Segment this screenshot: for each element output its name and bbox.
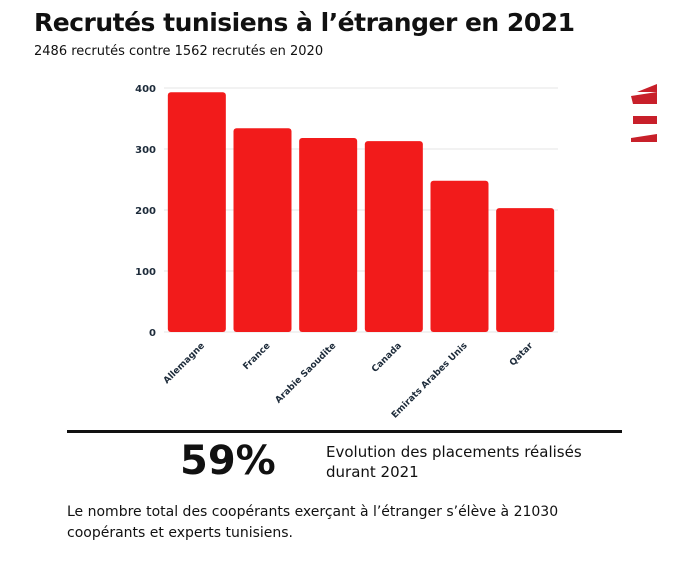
y-tick-label: 400 — [135, 84, 156, 95]
x-tick-label: Allemagne — [162, 341, 207, 386]
y-tick-label: 200 — [135, 206, 156, 217]
y-tick-label: 0 — [149, 328, 156, 339]
bar — [299, 138, 358, 332]
bar — [167, 92, 226, 333]
page-title: Recrutés tunisiens à l’étranger en 2021 — [34, 8, 575, 37]
footer-text: Le nombre total des coopérants exerçant … — [67, 504, 559, 541]
bar — [430, 180, 489, 332]
bar — [233, 128, 292, 332]
x-tick-label: Emirats Arabes Unis — [390, 341, 470, 421]
stat-label: Evolution des placements réalisés durant… — [326, 443, 582, 481]
x-tick-label: Canada — [370, 341, 404, 375]
divider — [67, 430, 622, 433]
x-tick-label: Qatar — [508, 341, 536, 369]
bar-chart: 0 100 200 300 400 Allemagne France Arabie Saoud… — [135, 84, 558, 421]
x-tick-label: Arabie Saoudite — [274, 341, 339, 406]
y-tick-label: 100 — [135, 267, 156, 278]
x-tick-label: France — [242, 341, 273, 372]
bar — [364, 141, 423, 332]
subtitle: 2486 recrutés contre 1562 recrutés en 20… — [34, 44, 324, 59]
bar — [496, 208, 555, 332]
red-stripes-logo — [631, 84, 657, 142]
y-tick-label: 300 — [135, 145, 156, 156]
stat-value: 59% — [180, 438, 276, 484]
